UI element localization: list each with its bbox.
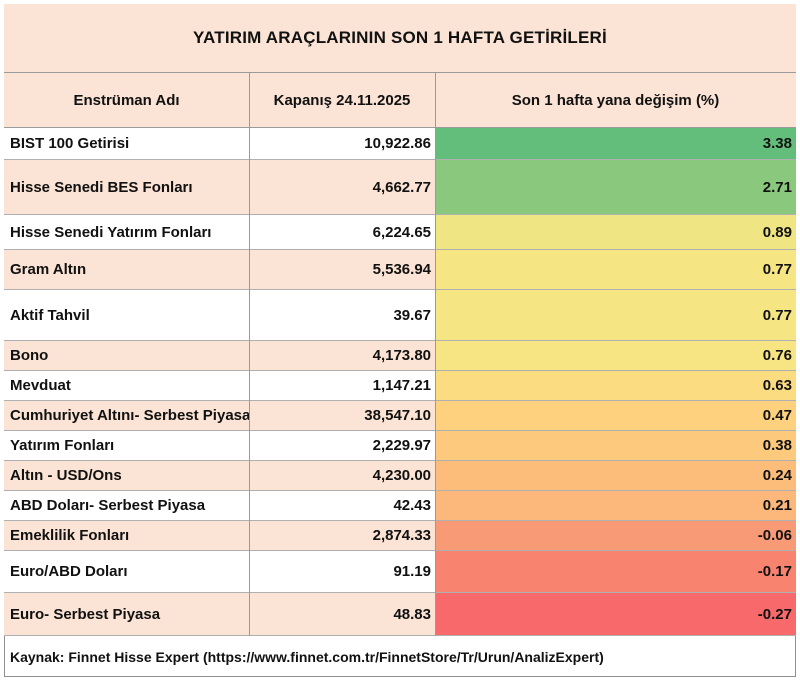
closing-value: 38,547.10 bbox=[364, 407, 431, 424]
table-row: Emeklilik Fonları 2,874.33 -0.06 bbox=[4, 521, 796, 551]
weekly-change-value: 0.47 bbox=[435, 401, 796, 430]
closing-value: 2,874.33 bbox=[372, 527, 431, 544]
weekly-change-value: 0.77 bbox=[435, 290, 796, 340]
column-header-name: Enstrüman Adı bbox=[73, 91, 180, 109]
closing-value: 91.19 bbox=[393, 563, 431, 580]
source-footer: Kaynak: Finnet Hisse Expert (https://www… bbox=[10, 648, 604, 665]
closing-value: 48.83 bbox=[393, 605, 431, 623]
closing-value: 42.43 bbox=[393, 497, 431, 514]
table-row: Aktif Tahvil 39.67 0.77 bbox=[4, 290, 796, 341]
instrument-name: Yatırım Fonları bbox=[10, 437, 115, 454]
weekly-change-value: 0.38 bbox=[435, 431, 796, 460]
closing-value: 5,536.94 bbox=[372, 261, 431, 278]
weekly-change-value: 0.76 bbox=[435, 341, 796, 370]
weekly-change-value: -0.17 bbox=[435, 551, 796, 592]
instrument-name: Euro/ABD Doları bbox=[10, 563, 128, 580]
weekly-change-value: 0.89 bbox=[435, 215, 796, 249]
instrument-name: BIST 100 Getirisi bbox=[10, 135, 130, 152]
instrument-name: Euro- Serbest Piyasa bbox=[10, 605, 161, 623]
table-row: ABD Doları- Serbest Piyasa 42.43 0.21 bbox=[4, 491, 796, 521]
table-row: Cumhuriyet Altını- Serbest Piyasa 38,547.… bbox=[4, 401, 796, 431]
table-row: Bono 4,173.80 0.76 bbox=[4, 341, 796, 371]
column-header-change: Son 1 hafta yana değişim (%) bbox=[511, 91, 720, 109]
table-title-row: YATIRIM ARAÇLARININ SON 1 HAFTA GETİRİLE… bbox=[4, 4, 796, 73]
weekly-change-value: 3.38 bbox=[435, 128, 796, 159]
table-row: Euro/ABD Doları 91.19 -0.17 bbox=[4, 551, 796, 593]
instrument-name: Emeklilik Fonları bbox=[10, 527, 130, 544]
closing-value: 4,173.80 bbox=[372, 347, 431, 364]
closing-value: 4,230.00 bbox=[372, 467, 431, 484]
instrument-name: Aktif Tahvil bbox=[10, 306, 90, 324]
table-row: Gram Altın 5,536.94 0.77 bbox=[4, 250, 796, 290]
closing-value: 4,662.77 bbox=[372, 178, 431, 196]
closing-value: 2,229.97 bbox=[372, 437, 431, 454]
closing-value: 1,147.21 bbox=[372, 377, 431, 394]
column-divider bbox=[435, 73, 436, 636]
table-row: Hisse Senedi Yatırım Fonları 6,224.65 0.89 bbox=[4, 215, 796, 250]
weekly-change-value: -0.06 bbox=[435, 521, 796, 550]
table-header-row: Enstrüman Adı Kapanış 24.11.2025 Son 1 h… bbox=[4, 73, 796, 128]
weekly-change-value: 0.77 bbox=[435, 250, 796, 289]
instrument-name: Mevduat bbox=[10, 377, 71, 394]
weekly-change-value: 0.63 bbox=[435, 371, 796, 400]
table-row: Hisse Senedi BES Fonları 4,662.77 2.71 bbox=[4, 160, 796, 215]
column-divider bbox=[249, 73, 250, 636]
instrument-name: Bono bbox=[10, 347, 49, 364]
weekly-change-value: -0.27 bbox=[435, 593, 796, 635]
table-row: Euro- Serbest Piyasa 48.83 -0.27 bbox=[4, 593, 796, 636]
instrument-name: Altın - USD/Ons bbox=[10, 467, 122, 484]
table-row: Yatırım Fonları 2,229.97 0.38 bbox=[4, 431, 796, 461]
table-row: BIST 100 Getirisi 10,922.86 3.38 bbox=[4, 128, 796, 160]
instrument-name: ABD Doları- Serbest Piyasa bbox=[10, 497, 206, 514]
table-title: YATIRIM ARAÇLARININ SON 1 HAFTA GETİRİLE… bbox=[193, 28, 607, 47]
weekly-change-value: 0.24 bbox=[435, 461, 796, 490]
instrument-name: Gram Altın bbox=[10, 261, 87, 278]
table-row: Mevduat 1,147.21 0.63 bbox=[4, 371, 796, 401]
weekly-change-value: 0.21 bbox=[435, 491, 796, 520]
closing-value: 10,922.86 bbox=[364, 135, 431, 152]
weekly-change-value: 2.71 bbox=[435, 160, 796, 214]
table-row: Altın - USD/Ons 4,230.00 0.24 bbox=[4, 461, 796, 491]
column-header-close: Kapanış 24.11.2025 bbox=[273, 91, 411, 109]
instrument-name: Hisse Senedi Yatırım Fonları bbox=[10, 223, 212, 241]
closing-value: 39.67 bbox=[393, 306, 431, 324]
instrument-name: Cumhuriyet Altını- Serbest Piyasa bbox=[10, 407, 249, 424]
closing-value: 6,224.65 bbox=[372, 223, 431, 241]
instrument-name: Hisse Senedi BES Fonları bbox=[10, 178, 193, 196]
